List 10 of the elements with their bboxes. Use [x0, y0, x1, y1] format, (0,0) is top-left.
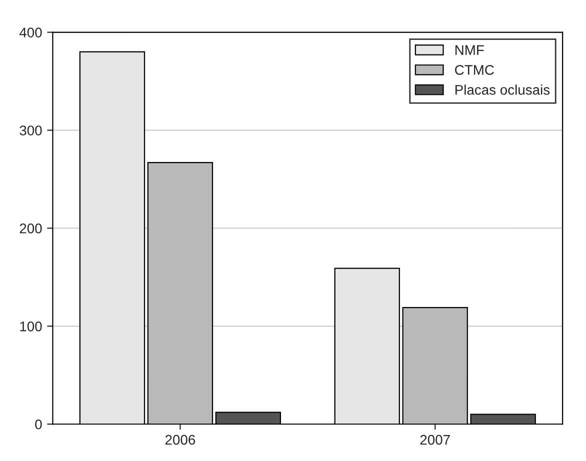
- legend-label: NMF: [455, 45, 484, 55]
- legend-label: Placas oclusais: [455, 84, 550, 95]
- y-tick-label: 200: [20, 224, 42, 234]
- y-tick-label: 100: [20, 321, 42, 332]
- x-tick-label: 2007: [420, 434, 450, 445]
- x-tick-label: 2006: [165, 434, 196, 445]
- y-tick-label: 300: [20, 126, 42, 136]
- legend-label: CTMC: [455, 65, 494, 75]
- y-tick-label: 400: [19, 28, 42, 38]
- y-tick-label: 0: [35, 419, 42, 430]
